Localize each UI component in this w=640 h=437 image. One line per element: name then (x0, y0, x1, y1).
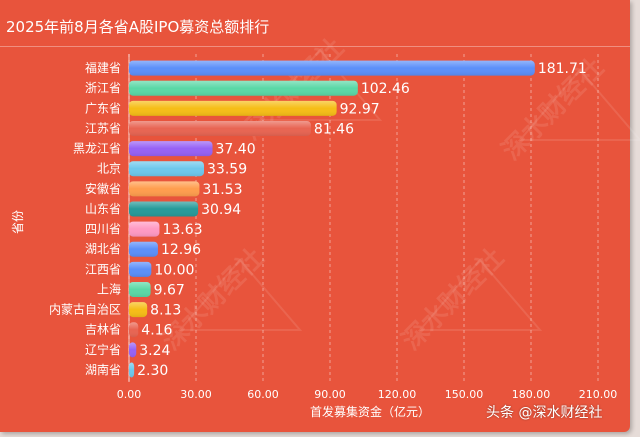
value-label: 10.00 (154, 262, 194, 278)
bar-shine (129, 100, 337, 116)
grid-lines: 0.00 30.00 60.00 90.00 120.00 150.00 180.00 210… (117, 54, 618, 401)
category-label: 辽宁省 (85, 342, 121, 357)
value-label: 81.46 (314, 121, 354, 137)
title-divider (0, 46, 630, 47)
category-label: 上海 (97, 281, 121, 296)
category-label: 黑龙江省 (73, 142, 121, 156)
value-label: 181.71 (538, 61, 587, 77)
value-label: 33.59 (207, 162, 247, 178)
value-label: 9.67 (154, 282, 185, 298)
value-label: 102.46 (361, 81, 410, 97)
bar-shine (129, 241, 158, 257)
category-label: 湖南省 (85, 362, 121, 377)
bar-shine (129, 120, 311, 136)
bar-shine (129, 80, 358, 96)
watermark-text: 深水财经社 (396, 242, 510, 356)
bar-shine (129, 221, 160, 237)
category-label: 江苏省 (85, 121, 121, 135)
category-label: 广东省 (85, 101, 121, 115)
bar-shine (129, 181, 200, 197)
x-tick-label: 0.00 (117, 388, 142, 401)
value-label: 30.94 (201, 202, 241, 218)
bar-shine (129, 322, 139, 338)
bar-shine (129, 302, 148, 318)
category-label: 吉林省 (85, 323, 121, 337)
bar-shine (129, 60, 535, 76)
watermark-triangle (517, 68, 640, 141)
x-axis-label: 首发募集资金（亿元） (310, 404, 430, 419)
bar-shine (129, 141, 213, 157)
bar-shine (129, 261, 152, 277)
category-label: 湖北省 (85, 241, 121, 256)
category-label: 福建省 (85, 60, 121, 75)
x-tick-label: 60.00 (247, 388, 279, 401)
watermark-triangle (177, 258, 303, 331)
x-tick-label: 180.00 (512, 388, 551, 401)
category-label: 山东省 (85, 202, 121, 216)
bars-group (129, 60, 535, 378)
x-tick-label: 30.00 (180, 388, 212, 401)
x-tick-label: 90.00 (314, 388, 346, 401)
value-label: 3.24 (139, 343, 170, 359)
credit-text: 头条 @深水财经社 (486, 405, 603, 421)
value-label: 92.97 (340, 101, 380, 117)
value-label: 13.63 (162, 222, 202, 238)
value-label: 4.16 (141, 323, 172, 339)
x-tick-label: 120.00 (378, 388, 417, 401)
watermark-text: 深水财经社 (156, 242, 270, 356)
value-label: 37.40 (216, 142, 256, 158)
labels-group: 福建省 181.71 浙江省 102.46 广东省 92.97 江苏省 81.46 黑龙江省 37… (49, 60, 587, 379)
bar-shine (129, 201, 199, 217)
chart-title: 2025年前8月各省A股IPO募资总额排行 (6, 18, 270, 36)
category-label: 江西省 (85, 262, 121, 276)
category-label: 浙江省 (85, 81, 121, 95)
value-label: 31.53 (202, 182, 242, 198)
category-label: 内蒙古自治区 (49, 302, 121, 317)
watermark-triangle (417, 258, 543, 331)
value-label: 12.96 (161, 242, 201, 258)
category-label: 四川省 (85, 222, 121, 236)
value-label: 2.30 (137, 363, 168, 379)
value-label: 8.13 (150, 303, 181, 319)
bar-shine (129, 161, 205, 177)
y-axis-label: 省份 (11, 210, 25, 234)
bar-shine (129, 342, 137, 358)
bar-shine (129, 281, 151, 297)
x-tick-label: 210.00 (579, 388, 618, 401)
x-tick-label: 150.00 (445, 388, 484, 401)
category-label: 安徽省 (85, 181, 121, 196)
bar-shine (129, 362, 135, 378)
category-label: 北京 (97, 162, 121, 176)
